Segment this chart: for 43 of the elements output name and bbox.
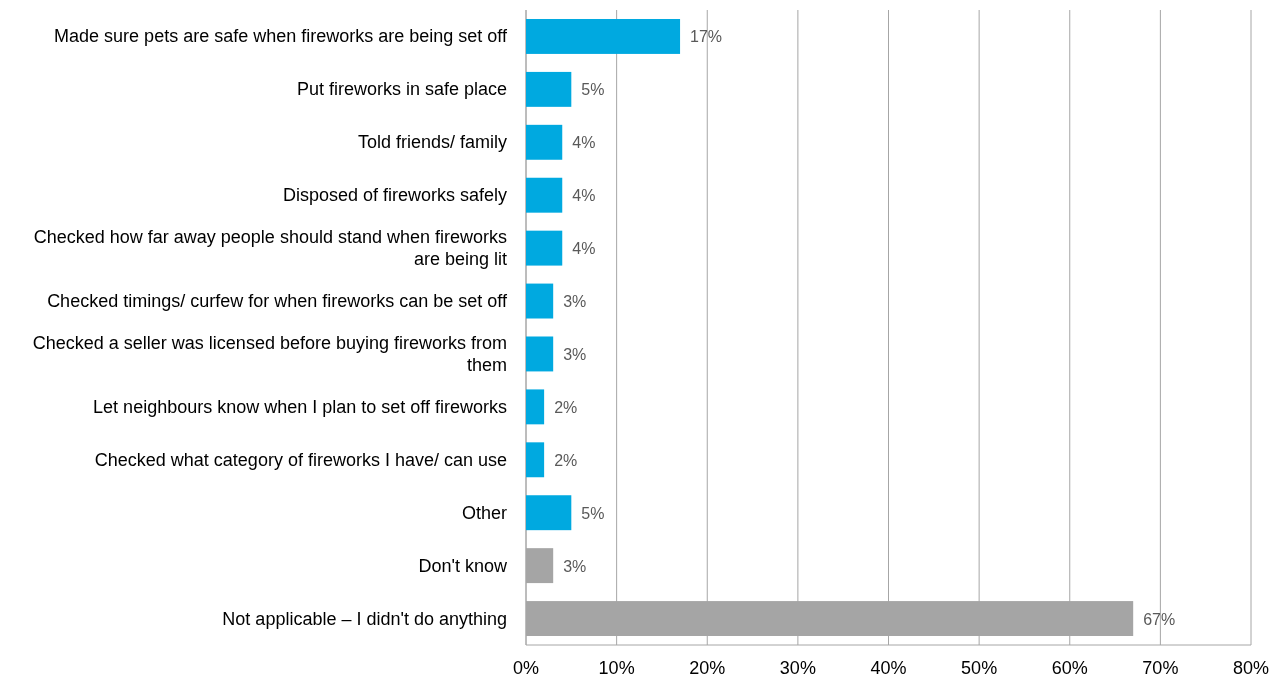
bar [526,19,681,54]
data-label: 2% [554,451,578,469]
data-label: 2% [554,398,578,416]
x-tick-label: 60% [1051,658,1088,678]
bar [526,71,572,107]
data-label: 5% [581,504,605,522]
bar [526,336,554,372]
data-label: 67% [1143,610,1176,628]
data-label: 3% [563,557,587,575]
bar [526,389,545,425]
y-tick-label: Other [461,502,507,523]
data-label: 3% [563,345,587,363]
x-tick-label: 30% [779,658,816,678]
bar [526,495,572,531]
data-label: 4% [572,134,596,152]
bar [526,177,563,213]
x-tick-label: 70% [1142,658,1179,678]
x-tick-label: 80% [1232,658,1270,678]
y-tick-label: Don't know [418,555,508,576]
y-tick-label: Let neighbours know when I plan to set off fireworks [93,396,507,417]
data-label: 5% [581,81,605,99]
y-tick-label: Checked how far away people should stand when fireworks are being lit [33,227,507,270]
y-tick-label: Checked a seller was licensed before buying fireworks from them [32,332,507,375]
y-tick-label: Checked timings/ curfew for when fireworks can be set off [47,291,508,312]
bar [526,230,563,266]
bar [526,283,554,319]
x-tick-label: 20% [689,658,726,678]
data-label: 4% [572,240,596,258]
x-tick-label: 50% [961,658,998,678]
y-tick-label: Put fireworks in safe place [296,79,507,100]
data-label: 4% [572,187,596,205]
bar [526,124,563,160]
bar [526,442,545,478]
data-label: 3% [563,293,587,311]
y-tick-label: Told friends/ family [357,132,507,153]
y-tick-label: Checked what category of fireworks I have/ can use [94,449,507,470]
x-tick-label: 40% [870,658,907,678]
x-tick-label: 10% [598,658,635,678]
y-tick-label: Disposed of fireworks safely [282,185,507,206]
y-tick-label: Not applicable – I didn't do anything [222,608,507,629]
y-tick-label: Made sure pets are safe when fireworks are being set off [54,26,508,47]
x-tick-label: 0% [512,658,540,678]
data-label: 17% [690,28,723,46]
